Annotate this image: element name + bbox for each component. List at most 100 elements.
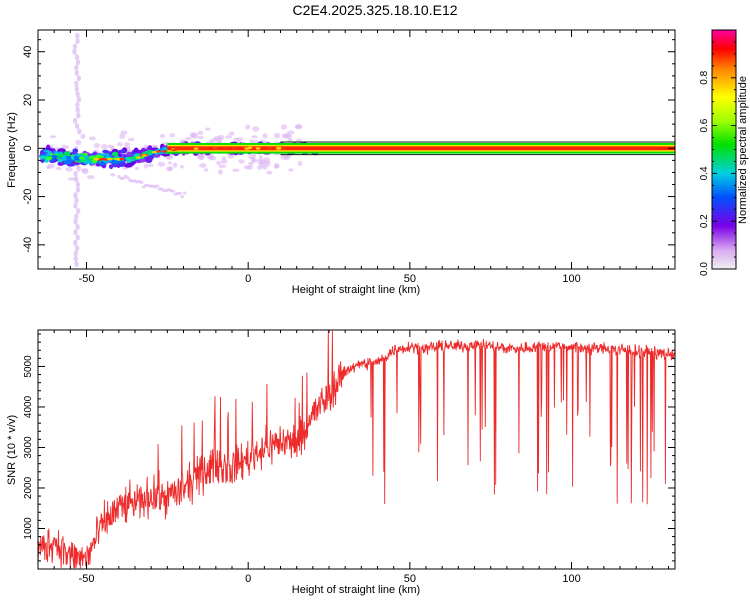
spectrogram-speckle <box>93 143 101 149</box>
spectrogram-speckle <box>205 127 211 131</box>
spectrogram-stripe-speckle <box>76 112 81 119</box>
spectrogram-stripe-speckle <box>75 223 80 230</box>
spectrogram-xtick-label: 0 <box>245 273 251 285</box>
spectrogram-speckle <box>209 153 214 159</box>
spectrogram-speckle <box>141 185 146 189</box>
spectrogram-ytick-label: 20 <box>22 94 34 106</box>
spectrogram-speckle <box>288 168 294 172</box>
spectrogram-speckle <box>74 145 79 150</box>
spectrogram-speckle <box>259 161 268 168</box>
spectrogram-stripe-speckle <box>73 239 78 246</box>
spectrogram-stripe-speckle <box>75 59 81 66</box>
spectrogram-stripe-speckle <box>75 107 80 114</box>
spectrogram-stripe-speckle <box>74 69 79 76</box>
spectrogram-band-red <box>167 146 675 151</box>
spectrogram-speckle <box>116 174 121 178</box>
spectrogram-hotspot <box>151 150 157 154</box>
snr-ticks: -50 0 50 100 1000 2000 3000 4000 5000 <box>23 330 675 585</box>
spectrogram-core-blob <box>80 159 85 163</box>
spectrogram-hotspot <box>156 150 162 153</box>
spectrogram-speckle <box>280 154 288 160</box>
spectrogram-speckle <box>251 158 258 163</box>
spectrogram-speckle <box>252 126 260 132</box>
spectrogram-speckle <box>147 163 154 168</box>
spectrogram-hotspot <box>107 157 113 161</box>
spectrogram-ticks: -50 0 50 100 -40 -20 0 20 40 <box>22 30 675 285</box>
spectrogram-stripe-speckle <box>75 32 80 39</box>
spectrogram-core-blob <box>57 158 63 163</box>
spectrogram-speckle <box>218 137 223 143</box>
colorbar-gradient <box>712 30 736 269</box>
snr-ylabel: SNR (10 * v/v) <box>6 415 18 485</box>
spectrogram-hotspot <box>193 147 199 150</box>
spectrogram-speckle <box>287 134 292 138</box>
spectrogram-core-blob <box>99 162 107 166</box>
colorbar-tick-label: 0.6 <box>699 118 710 132</box>
spectrogram-speckle <box>110 172 116 177</box>
spectrogram-stripe-speckle <box>75 186 81 193</box>
spectrogram-speckle <box>245 124 251 130</box>
spectrogram-speckle <box>274 132 281 139</box>
spectrogram-speckle <box>280 124 288 130</box>
spectrogram-blob <box>145 155 150 163</box>
spectrogram-xtick-label: 50 <box>404 273 416 285</box>
spectrogram-blob <box>153 154 161 158</box>
spectrogram-hotspot <box>267 147 273 150</box>
spectrogram-speckle <box>196 155 205 160</box>
spectrogram-speckle <box>203 168 209 172</box>
spectrogram-speckle <box>125 176 130 180</box>
spectrogram-stripe-speckle <box>74 85 80 92</box>
snr-xtick-label: 50 <box>404 573 416 585</box>
spectrogram-speckle <box>224 135 232 139</box>
spectrogram-stripe-speckle <box>75 181 81 188</box>
spectrogram-xtick-label: -50 <box>79 273 95 285</box>
spectrogram-speckle <box>185 136 192 141</box>
spectrogram-hotspot <box>99 157 105 161</box>
spectrogram-hotspot <box>276 146 282 150</box>
spectrogram-speckle <box>197 130 204 136</box>
snr-xtick-label: 100 <box>562 573 580 585</box>
spectrogram-speckle <box>134 166 140 171</box>
spectrogram-speckle <box>86 175 95 180</box>
spectrogram-core-blob <box>113 160 120 164</box>
spectrogram-stripe-speckle <box>76 96 82 103</box>
spectrogram-speckle <box>169 133 176 138</box>
spectrogram-speckle <box>46 165 51 170</box>
spectrogram-speckle <box>139 180 144 184</box>
spectrogram-hotspot <box>223 146 229 150</box>
spectrogram-stripe-speckle <box>74 123 80 130</box>
spectrogram-speckle <box>248 154 256 160</box>
spectrogram-stripe-speckle <box>73 202 78 209</box>
spectrogram-speckle <box>248 139 255 144</box>
spectrogram-speckle <box>286 130 295 135</box>
snr-ytick-label: 1000 <box>23 517 34 540</box>
spectrogram-hotspot <box>281 147 287 150</box>
spectrogram-speckle <box>166 166 172 172</box>
spectrogram-speckle <box>172 162 178 168</box>
spectrogram-stripe-speckle <box>74 80 79 87</box>
spectrogram-blob <box>133 147 139 153</box>
figure-title: C2E4.2025.325.18.10.E12 <box>292 2 458 18</box>
spectrogram-core-blob <box>74 155 79 161</box>
spectrogram-hotspot <box>114 157 120 161</box>
spectrogram-core-blob <box>102 153 110 157</box>
spectrogram-blob <box>72 148 79 154</box>
spectrogram-speckle <box>88 136 96 141</box>
spectrogram-speckle <box>262 133 268 139</box>
spectrogram-speckle <box>238 159 245 164</box>
spectrogram-ytick-label: 40 <box>22 46 34 58</box>
spectrogram-stripe-speckle <box>74 213 79 220</box>
spectrogram-speckle <box>216 160 222 166</box>
snr-plot-area <box>38 330 675 569</box>
snr-frame <box>37 329 676 570</box>
spectrogram-blob <box>102 149 109 154</box>
spectrogram-speckle <box>117 142 123 147</box>
spectrogram-stripe-speckle <box>74 245 80 252</box>
spectrogram-speckle <box>247 164 253 170</box>
spectrogram-speckle <box>236 137 244 142</box>
spectrogram-speckle <box>294 124 302 129</box>
spectrogram-speckle <box>218 164 227 169</box>
spectrogram-stripe-speckle <box>74 197 79 204</box>
spectrogram-hotspot <box>203 146 209 149</box>
